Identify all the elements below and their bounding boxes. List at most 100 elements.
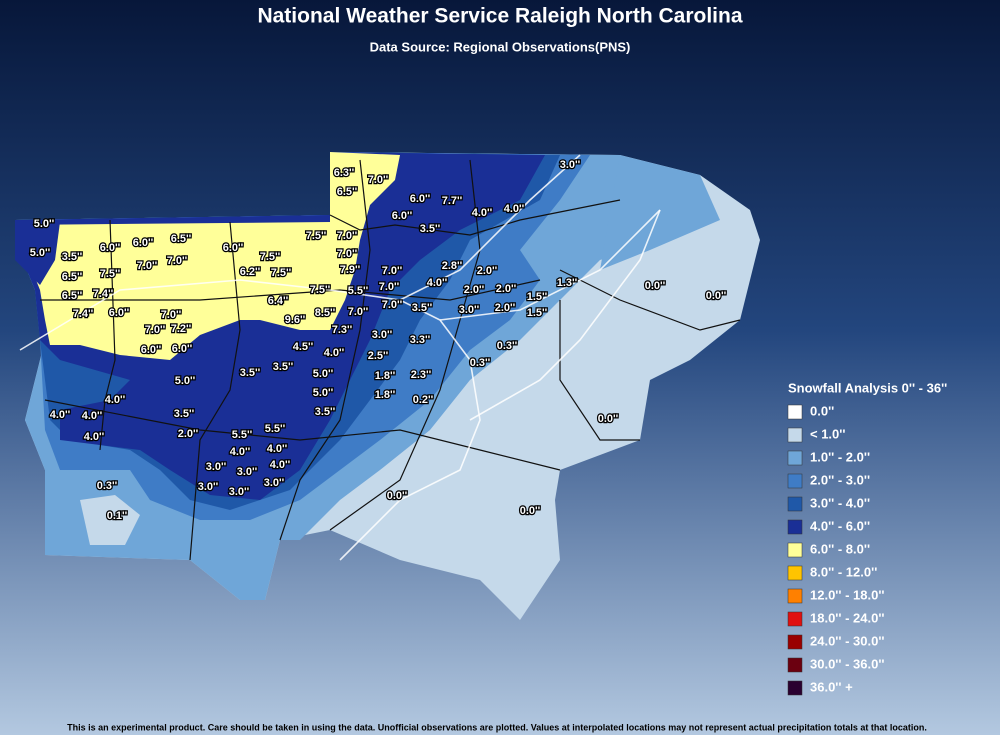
observation-label: 0.0'' bbox=[520, 505, 541, 517]
observation-label: 3.0'' bbox=[206, 461, 227, 473]
observation-label: 2.0'' bbox=[477, 265, 498, 277]
observation-label: 7.0'' bbox=[379, 281, 400, 293]
observation-label: 7.0'' bbox=[167, 255, 188, 267]
legend-label: 4.0'' - 6.0'' bbox=[810, 518, 870, 533]
observation-label: 3.5'' bbox=[62, 251, 83, 263]
zone-lt1-pocket bbox=[80, 495, 140, 545]
observation-label: 0.0'' bbox=[598, 413, 619, 425]
observation-label: 7.0'' bbox=[161, 309, 182, 321]
observation-label: 4.0'' bbox=[504, 203, 525, 215]
observation-label: 3.0'' bbox=[237, 466, 258, 478]
observation-label: 0.1'' bbox=[107, 510, 128, 522]
legend-title: Snowfall Analysis 0'' - 36'' bbox=[788, 380, 947, 395]
legend-swatch bbox=[787, 657, 803, 673]
county-lines bbox=[44, 399, 561, 471]
observation-label: 5.0'' bbox=[30, 247, 51, 259]
road bbox=[439, 209, 661, 321]
legend-label: 24.0'' - 30.0'' bbox=[810, 633, 885, 648]
observation-label: 1.5'' bbox=[527, 307, 548, 319]
observation-label: 7.0'' bbox=[382, 265, 403, 277]
subtitle: Data Source: Regional Observations(PNS) bbox=[370, 39, 631, 54]
legend-swatch bbox=[787, 588, 803, 604]
observation-label: 6.0'' bbox=[133, 237, 154, 249]
observation-label: 4.0'' bbox=[230, 446, 251, 458]
observation-label: 0.3'' bbox=[497, 340, 518, 352]
legend-label: 1.0'' - 2.0'' bbox=[810, 449, 870, 464]
observation-label: 7.0'' bbox=[337, 248, 358, 260]
observation-label: 5.0'' bbox=[313, 368, 334, 380]
legend-label: 2.0'' - 3.0'' bbox=[810, 472, 870, 487]
legend-swatch bbox=[787, 634, 803, 650]
observation-label: 5.5'' bbox=[232, 429, 253, 441]
observation-label: 4.0'' bbox=[105, 394, 126, 406]
legend-label: < 1.0'' bbox=[810, 426, 845, 441]
observation-label: 5.5'' bbox=[348, 285, 369, 297]
observation-label: 6.0'' bbox=[172, 343, 193, 355]
observation-label: 7.9'' bbox=[340, 264, 361, 276]
footer-disclaimer: This is an experimental product. Care sh… bbox=[67, 722, 927, 732]
legend-label: 36.0'' + bbox=[810, 679, 853, 694]
observation-label: 2.0'' bbox=[464, 284, 485, 296]
observation-label: 6.5'' bbox=[337, 186, 358, 198]
county-lines bbox=[329, 199, 621, 236]
county-lines bbox=[279, 159, 371, 541]
observation-label: 5.0'' bbox=[175, 375, 196, 387]
observation-label: 0.0'' bbox=[645, 280, 666, 292]
observation-label: 6.5'' bbox=[62, 271, 83, 283]
zone-4-6-west bbox=[15, 220, 60, 285]
snowfall-map bbox=[15, 152, 760, 620]
observation-label: 6.0'' bbox=[223, 242, 244, 254]
observation-label: 2.0'' bbox=[178, 428, 199, 440]
observation-label: 6.3'' bbox=[334, 167, 355, 179]
county-lines bbox=[329, 159, 481, 531]
road bbox=[399, 154, 581, 301]
observation-label: 9.6'' bbox=[285, 314, 306, 326]
observation-label: 7.7'' bbox=[442, 195, 463, 207]
observation-label: 0.2'' bbox=[413, 394, 434, 406]
observation-label: 1.8'' bbox=[375, 389, 396, 401]
observation-label: 8.5'' bbox=[315, 307, 336, 319]
observation-labels: 5.0'' 5.0'' 3.5'' 6.0'' 6.0'' 6.5'' 6.0'' 7.5''… bbox=[28, 158, 727, 524]
observation-label: 5.0'' bbox=[313, 387, 334, 399]
observation-label: 3.0'' bbox=[264, 477, 285, 489]
observation-label: 7.0'' bbox=[337, 230, 358, 242]
observation-label: 0.3'' bbox=[97, 480, 118, 492]
legend-label: 6.0'' - 8.0'' bbox=[810, 541, 870, 556]
observation-label: 7.0'' bbox=[368, 174, 389, 186]
observation-label: 3.0'' bbox=[198, 481, 219, 493]
observation-label: 7.0'' bbox=[137, 260, 158, 272]
legend-label: 12.0'' - 18.0'' bbox=[810, 587, 885, 602]
legend-swatch bbox=[787, 496, 803, 512]
legend-swatch bbox=[787, 611, 803, 627]
observation-label: 3.0'' bbox=[459, 304, 480, 316]
observation-label: 3.5'' bbox=[412, 302, 433, 314]
observation-label: 6.2'' bbox=[240, 266, 261, 278]
observation-label: 2.0'' bbox=[495, 302, 516, 314]
legend-swatch bbox=[787, 565, 803, 581]
observation-label: 7.4'' bbox=[93, 288, 114, 300]
observation-label: 4.0'' bbox=[270, 459, 291, 471]
observation-label: 4.0'' bbox=[82, 410, 103, 422]
observation-label: 7.0'' bbox=[348, 306, 369, 318]
observation-label: 4.0'' bbox=[50, 409, 71, 421]
observation-label: 7.4'' bbox=[73, 308, 94, 320]
observation-label: 4.0'' bbox=[267, 443, 288, 455]
county-lines bbox=[189, 221, 241, 561]
observation-label: 2.3'' bbox=[411, 369, 432, 381]
observation-label: 7.5'' bbox=[271, 267, 292, 279]
observation-label: 0.3'' bbox=[470, 357, 491, 369]
legend-label: 8.0'' - 12.0'' bbox=[810, 564, 877, 579]
legend-swatch bbox=[787, 404, 803, 420]
observation-label: 3.0'' bbox=[372, 329, 393, 341]
observation-label: 7.5'' bbox=[100, 268, 121, 280]
observation-label: 6.5'' bbox=[171, 233, 192, 245]
observation-label: 1.5'' bbox=[527, 291, 548, 303]
observation-label: 4.0'' bbox=[84, 431, 105, 443]
observation-label: 3.5'' bbox=[273, 361, 294, 373]
road bbox=[469, 209, 661, 421]
observation-label: 6.0'' bbox=[109, 307, 130, 319]
zone-1-2-east bbox=[600, 155, 720, 270]
observation-label: 3.5'' bbox=[315, 406, 336, 418]
observation-label: 2.8'' bbox=[442, 260, 463, 272]
